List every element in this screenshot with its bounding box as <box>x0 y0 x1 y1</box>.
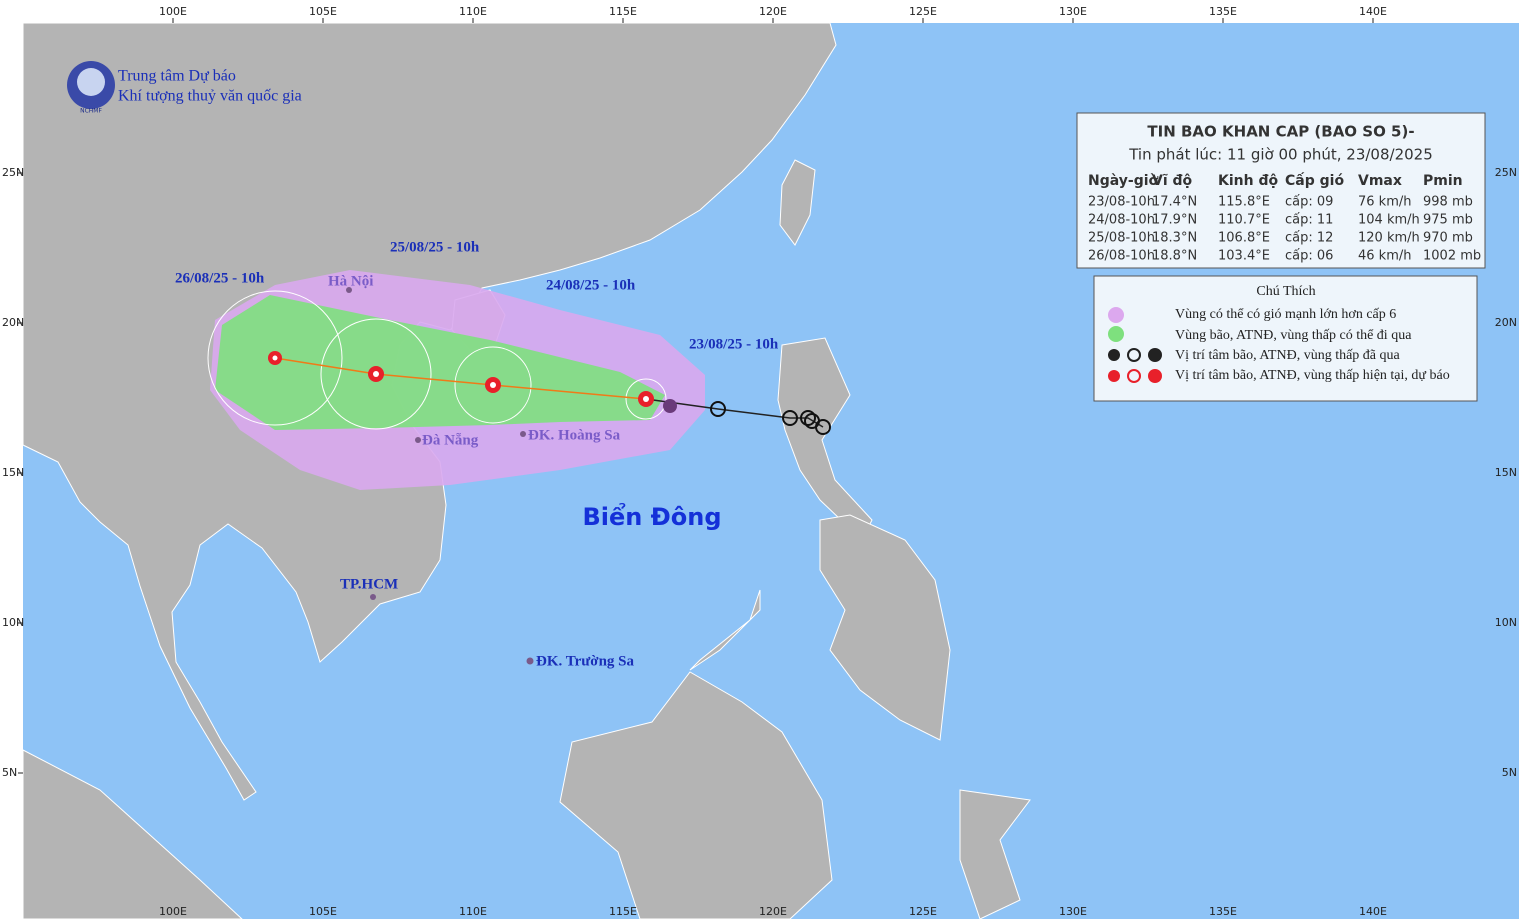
lon-label: 135E <box>1209 905 1237 918</box>
lon-label: 120E <box>759 905 787 918</box>
lat-label: 5N <box>2 766 17 779</box>
org-name: Khí tượng thuỷ văn quốc gia <box>118 88 302 105</box>
legend-item: Vị trí tâm bão, ATNĐ, vùng thấp đã qua <box>1175 348 1401 363</box>
place-label: Hà Nội <box>328 273 373 289</box>
place-label: TP.HCM <box>340 576 398 592</box>
lon-label: 110E <box>459 905 487 918</box>
date-label: 26/08/25 - 10h <box>175 270 265 286</box>
lon-label: 120E <box>759 5 787 18</box>
lat-label: 20N <box>2 316 24 329</box>
table-header: Cấp gió <box>1285 172 1344 189</box>
table-cell: cấp: 11 <box>1285 213 1333 228</box>
lon-label: 100E <box>159 905 187 918</box>
lon-label: 100E <box>159 5 187 18</box>
table-cell: 106.8°E <box>1218 231 1270 246</box>
place-label: ĐK. Hoàng Sa <box>528 427 621 443</box>
forecast-track <box>274 357 647 400</box>
table-cell: 23/08-10h <box>1088 195 1155 210</box>
table-cell: cấp: 06 <box>1285 249 1333 264</box>
legend: Chú Thích Vùng có thể có gió mạnh lớn hơ… <box>1093 275 1478 402</box>
table-cell: 115.8°E <box>1218 195 1270 210</box>
date-label: 23/08/25 - 10h <box>689 336 779 352</box>
past-track <box>645 398 824 428</box>
lon-label: 125E <box>909 905 937 918</box>
table-cell: 25/08-10h <box>1088 231 1155 246</box>
lat-label: 15N <box>1495 466 1517 479</box>
place-label: Đà Nẵng <box>422 432 479 448</box>
place-dots <box>346 287 534 665</box>
lat-label: 5N <box>1502 766 1517 779</box>
table-cell: 46 km/h <box>1358 249 1412 264</box>
table-cell: 18.8°N <box>1152 249 1197 264</box>
table-cell: 110.7°E <box>1218 213 1270 228</box>
track-zone <box>215 295 665 430</box>
lat-label: 20N <box>1495 316 1517 329</box>
table-cell: 975 mb <box>1423 213 1473 228</box>
table-cell: cấp: 12 <box>1285 231 1333 246</box>
table-header: Pmin <box>1423 173 1463 189</box>
lon-label: 125E <box>909 5 937 18</box>
table-cell: 18.3°N <box>1152 231 1197 246</box>
lon-label: 130E <box>1059 905 1087 918</box>
storm-positions <box>268 351 654 407</box>
table-cell: 17.4°N <box>1152 195 1197 210</box>
table-cell: 17.9°N <box>1152 213 1197 228</box>
table-header: Vmax <box>1358 173 1402 189</box>
bulletin-title: TIN BAO KHAN CAP (BAO SO 5)- <box>1147 123 1414 141</box>
legend-item: Vị trí tâm bão, ATNĐ, vùng thấp hiện tại… <box>1175 368 1450 383</box>
lat-label: 25N <box>1495 166 1517 179</box>
table-cell: 24/08-10h <box>1088 213 1155 228</box>
table-header: Vĩ độ <box>1152 173 1193 189</box>
bulletin: TIN BAO KHAN CAP (BAO SO 5)- Tin phát lú… <box>1076 112 1486 269</box>
radius-circles <box>207 290 667 430</box>
logo-text: NCHMF <box>80 108 102 115</box>
table-cell: 103.4°E <box>1218 249 1270 264</box>
table-header: Kinh độ <box>1218 173 1278 189</box>
past-positions <box>710 401 831 435</box>
logo <box>77 68 105 96</box>
legend-title: Chú Thích <box>1256 284 1315 299</box>
lon-label: 105E <box>309 5 337 18</box>
lon-label: 105E <box>309 905 337 918</box>
table-cell: 970 mb <box>1423 231 1473 246</box>
lat-label: 15N <box>2 466 24 479</box>
table-cell: 998 mb <box>1423 195 1473 210</box>
legend-item: Vùng bão, ATNĐ, vùng thấp có thể đi qua <box>1175 328 1412 343</box>
org-name: Trung tâm Dự báo <box>118 68 236 85</box>
lon-label: 130E <box>1059 5 1087 18</box>
lon-label: 110E <box>459 5 487 18</box>
table-header: Ngày-giờ <box>1088 173 1159 189</box>
current-past <box>663 399 677 413</box>
land <box>22 22 1031 919</box>
sea-label: Biển Đông <box>582 501 721 531</box>
lon-label: 115E <box>609 905 637 918</box>
lat-label: 10N <box>1495 616 1517 629</box>
table-cell: 1002 mb <box>1423 249 1481 264</box>
lon-label: 115E <box>609 5 637 18</box>
lat-label: 10N <box>2 616 24 629</box>
lat-label: 25N <box>2 166 24 179</box>
legend-item: Vùng có thể có gió mạnh lớn hơn cấp 6 <box>1175 307 1396 322</box>
lon-label: 140E <box>1359 5 1387 18</box>
table-cell: 76 km/h <box>1358 195 1412 210</box>
place-label: ĐK. Trường Sa <box>536 653 635 669</box>
table-cell: cấp: 09 <box>1285 195 1333 210</box>
table-cell: 120 km/h <box>1358 231 1420 246</box>
bulletin-issued: Tin phát lúc: 11 giờ 00 phút, 23/08/2025 <box>1128 146 1433 164</box>
table-cell: 26/08-10h <box>1088 249 1155 264</box>
lon-label: 135E <box>1209 5 1237 18</box>
table-cell: 104 km/h <box>1358 213 1420 228</box>
date-label: 24/08/25 - 10h <box>546 277 636 293</box>
date-label: 25/08/25 - 10h <box>390 239 480 255</box>
lon-label: 140E <box>1359 905 1387 918</box>
